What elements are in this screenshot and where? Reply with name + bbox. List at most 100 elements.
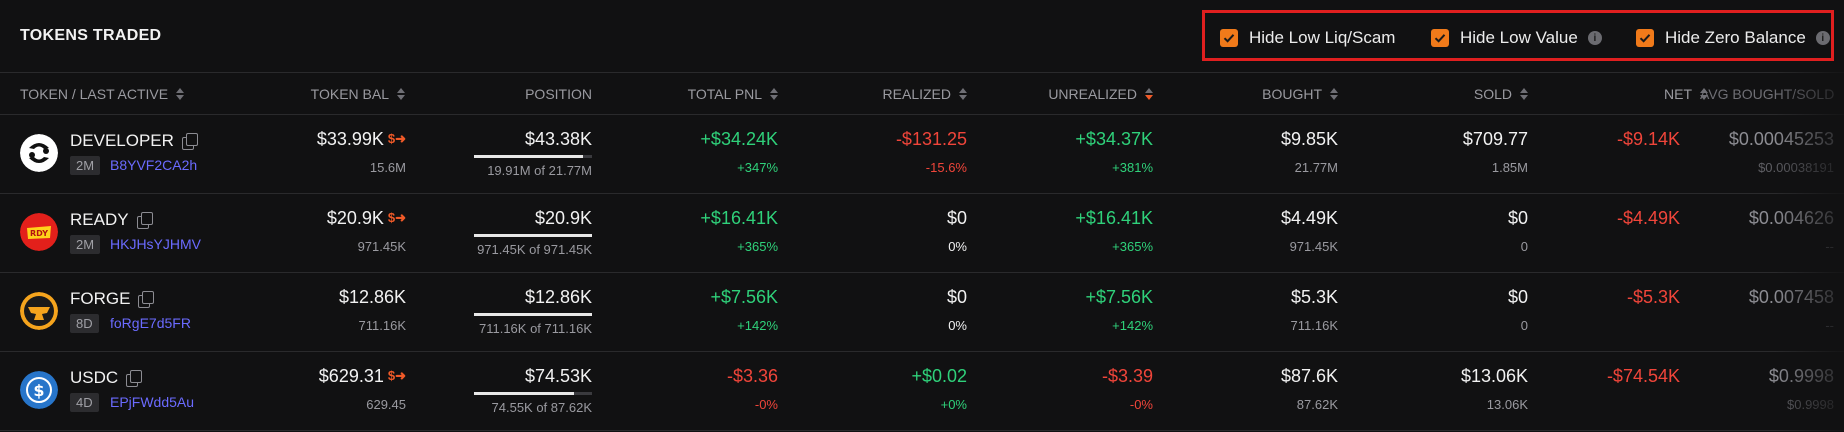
forge-token-icon [20, 292, 58, 330]
col-sold[interactable]: SOLD [1350, 86, 1528, 102]
bought-usd: $5.3K [1290, 287, 1338, 307]
copy-icon[interactable] [126, 370, 143, 387]
sold-amount: 0 [1520, 239, 1528, 254]
bought-amount: 971.45K [1289, 239, 1338, 254]
token-name[interactable]: USDC [70, 368, 143, 388]
token-balance-amount: 711.16K [358, 318, 406, 333]
avg-sold-price: -- [1825, 239, 1834, 254]
token-balance-amount: 15.6M [369, 160, 406, 175]
filter-group: Hide Low Liq/Scam Hide Low Value i Hide … [1202, 10, 1834, 61]
sort-desc-icon [1145, 88, 1153, 100]
usdc-token-icon: $ [20, 371, 58, 409]
copy-icon[interactable] [136, 212, 153, 229]
filter-hide-low-value[interactable]: Hide Low Value i [1431, 28, 1602, 48]
total-pnl: +$16.41K [700, 208, 778, 228]
avg-bought-price: $0.007458 [1748, 287, 1834, 307]
table-row[interactable]: DEVELOPER 2M B8YVF2CA2h $33.99K $➜ 15.6M … [0, 115, 1844, 194]
position-amount: 971.45K of 971.45K [477, 242, 592, 257]
token-name[interactable]: FORGE [70, 289, 155, 309]
swap-arrow-icon[interactable]: $➜ [387, 210, 406, 225]
last-active-badge: 4D [70, 393, 99, 412]
info-icon[interactable]: i [1815, 31, 1830, 45]
sold-usd: $13.06K [1460, 366, 1528, 386]
position-amount: 711.16K of 711.16K [478, 321, 592, 336]
sort-icon [770, 88, 778, 100]
sold-usd: $709.77 [1462, 129, 1528, 149]
token-address-link[interactable]: foRgE7d5FR [110, 315, 191, 331]
avg-sold-price: -- [1825, 318, 1834, 333]
filter-hide-low-liq[interactable]: Hide Low Liq/Scam [1220, 28, 1395, 48]
svg-text:RDY: RDY [30, 229, 48, 238]
position-usd: $43.38K [524, 129, 592, 149]
sort-icon [1700, 88, 1708, 100]
col-realized[interactable]: REALIZED [790, 86, 967, 102]
col-net[interactable]: NET [1540, 86, 1708, 102]
sort-icon [397, 88, 405, 100]
realized-pnl: -$131.25 [895, 129, 967, 149]
sold-amount: 1.85M [1491, 160, 1528, 175]
table-row[interactable]: FORGE 8D foRgE7d5FR $12.86K 711.16K $12.… [0, 273, 1844, 352]
copy-icon[interactable] [138, 291, 155, 308]
unrealized-pnl-pct: +381% [1112, 160, 1153, 175]
col-avg: AVG BOUGHT/SOLD [1700, 86, 1835, 102]
token-name[interactable]: DEVELOPER [70, 131, 198, 151]
col-unrealized[interactable]: UNREALIZED [980, 86, 1153, 102]
total-pnl: +$34.24K [700, 129, 778, 149]
bought-amount: 711.16K [1290, 318, 1338, 333]
swap-arrow-icon[interactable]: $➜ [387, 368, 406, 383]
info-icon[interactable]: i [1587, 31, 1602, 45]
sold-usd: $0 [1507, 287, 1528, 307]
realized-pnl-pct: 0% [948, 318, 967, 333]
realized-pnl: +$0.02 [911, 366, 967, 386]
filter-hide-zero-balance[interactable]: Hide Zero Balance i [1636, 28, 1830, 48]
position-usd: $20.9K [534, 208, 592, 228]
table-row[interactable]: RDY READY 2M HKJHsYJHMV $20.9K $➜ 971.45K… [0, 194, 1844, 273]
filter-label: Hide Zero Balance [1665, 28, 1806, 47]
last-active-badge: 8D [70, 314, 99, 333]
col-token-bal[interactable]: TOKEN BAL [230, 86, 405, 102]
bought-amount: 21.77M [1294, 160, 1338, 175]
col-total-pnl[interactable]: TOTAL PNL [600, 86, 778, 102]
svg-text:$: $ [33, 381, 44, 400]
token-address-link[interactable]: B8YVF2CA2h [110, 157, 198, 173]
total-pnl-pct: +365% [737, 239, 778, 254]
checkbox-checked-icon[interactable] [1431, 29, 1449, 47]
unrealized-pnl: +$16.41K [1075, 208, 1153, 228]
sold-amount: 0 [1520, 318, 1528, 333]
realized-pnl-pct: 0% [948, 239, 967, 254]
total-pnl-pct: -0% [754, 397, 778, 412]
unrealized-pnl: +$34.37K [1075, 129, 1153, 149]
developer-token-icon [20, 134, 58, 172]
token-balance-usd: $629.31 $➜ [318, 366, 406, 386]
token-address-link[interactable]: EPjFWdd5Au [110, 394, 195, 410]
token-balance-usd: $12.86K [338, 287, 406, 307]
token-balance-usd: $33.99K $➜ [316, 129, 406, 149]
position-usd: $12.86K [524, 287, 592, 307]
position-bar [474, 313, 592, 316]
checkbox-checked-icon[interactable] [1220, 29, 1238, 47]
realized-pnl-pct: +0% [940, 397, 967, 412]
token-address-link[interactable]: HKJHsYJHMV [110, 236, 202, 252]
top-bar: TOKENS TRADED Hide Low Liq/Scam Hide Low… [0, 0, 1844, 73]
position-bar [474, 392, 592, 395]
sort-icon [176, 88, 185, 100]
table-row[interactable]: $ USDC 4D EPjFWdd5Au $629.31 $➜ 629.45 $7… [0, 352, 1844, 431]
avg-sold-price: $0.00038191 [1758, 160, 1834, 175]
avg-sold-price: $0.9998 [1787, 397, 1834, 412]
checkbox-checked-icon[interactable] [1636, 29, 1654, 47]
col-token[interactable]: TOKEN / LAST ACTIVE [20, 86, 185, 102]
total-pnl: -$3.36 [726, 366, 778, 386]
unrealized-pnl-pct: -0% [1129, 397, 1153, 412]
token-name[interactable]: READY [70, 210, 153, 230]
net-usd: -$74.54K [1606, 366, 1680, 386]
col-bought[interactable]: BOUGHT [1160, 86, 1338, 102]
last-active-badge: 2M [70, 235, 101, 254]
sort-icon [1330, 88, 1338, 100]
net-usd: -$5.3K [1626, 287, 1680, 307]
filter-label: Hide Low Value [1460, 28, 1578, 47]
swap-arrow-icon[interactable]: $➜ [387, 131, 406, 146]
last-active-badge: 2M [70, 156, 101, 175]
bought-amount: 87.62K [1296, 397, 1338, 412]
bought-usd: $4.49K [1280, 208, 1338, 228]
copy-icon[interactable] [181, 133, 198, 150]
